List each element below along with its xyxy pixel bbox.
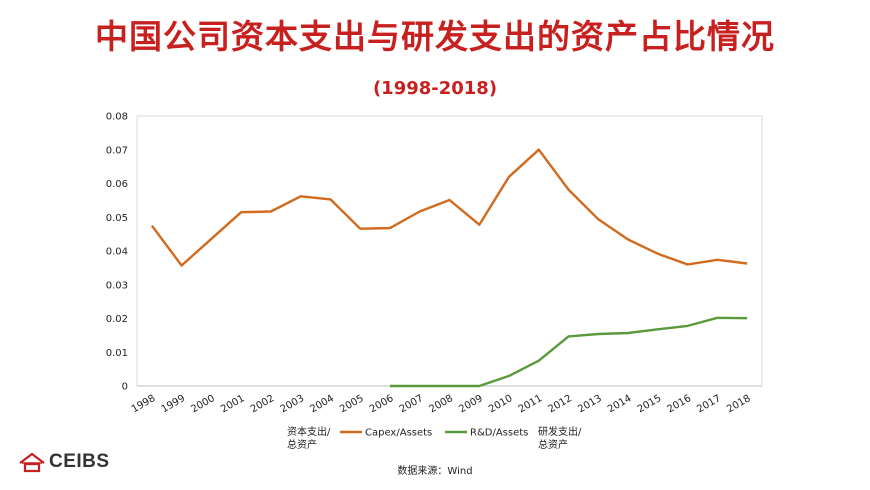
x-tick-label: 2004 xyxy=(308,393,336,415)
x-tick-label: 2006 xyxy=(368,393,396,415)
x-tick-label: 2007 xyxy=(398,393,426,415)
x-tick-label: 1998 xyxy=(130,393,158,415)
y-tick-label: 0.04 xyxy=(106,247,128,258)
chart-title: 中国公司资本支出与研发支出的资产占比情况 xyxy=(95,17,775,56)
ceibs-logo: CEIBS xyxy=(18,451,110,473)
legend-label-rd-cn: 研发支出/总资产 xyxy=(538,425,582,451)
x-tick-label: 2002 xyxy=(249,393,277,415)
x-tick-label: 2011 xyxy=(517,393,545,415)
x-tick-label: 2017 xyxy=(695,393,723,415)
x-tick-label: 2013 xyxy=(576,393,604,415)
x-tick-label: 2000 xyxy=(189,393,217,415)
y-tick-label: 0.05 xyxy=(106,213,128,224)
logo-text: CEIBS xyxy=(49,451,110,472)
y-tick-label: 0.07 xyxy=(106,145,128,156)
x-tick-label: 2009 xyxy=(457,393,485,415)
x-tick-label: 2010 xyxy=(487,393,515,415)
legend-label-capex-cn: 资本支出/总资产 xyxy=(287,425,331,451)
y-tick-label: 0.02 xyxy=(106,314,128,325)
x-tick-label: 2014 xyxy=(606,393,634,415)
x-tick-label: 1999 xyxy=(160,393,188,415)
x-tick-label: 2016 xyxy=(666,393,694,415)
ceibs-logo-icon xyxy=(19,452,45,473)
x-tick-label: 2001 xyxy=(219,393,247,415)
series-line-capex xyxy=(150,148,748,267)
x-tick-label: 2003 xyxy=(279,393,307,415)
legend-label-rd: R&D/Assets xyxy=(470,428,528,439)
plot-area xyxy=(136,115,763,387)
x-tick-label: 2005 xyxy=(338,393,366,415)
y-tick-label: 0 xyxy=(122,382,128,393)
y-tick-label: 0.06 xyxy=(106,179,128,190)
chart-subtitle: (1998-2018) xyxy=(372,78,498,99)
y-tick-label: 0.01 xyxy=(106,348,128,359)
data-source: 数据来源：Wind xyxy=(397,466,473,477)
y-tick-label: 0.03 xyxy=(106,280,128,291)
x-tick-label: 2018 xyxy=(725,393,753,415)
legend-label-capex: Capex/Assets xyxy=(365,428,432,439)
series-line-rd xyxy=(390,316,748,388)
x-tick-label: 2012 xyxy=(547,393,575,415)
y-tick-label: 0.08 xyxy=(106,112,128,123)
x-tick-label: 2015 xyxy=(636,393,664,415)
x-tick-label: 2008 xyxy=(427,393,455,415)
